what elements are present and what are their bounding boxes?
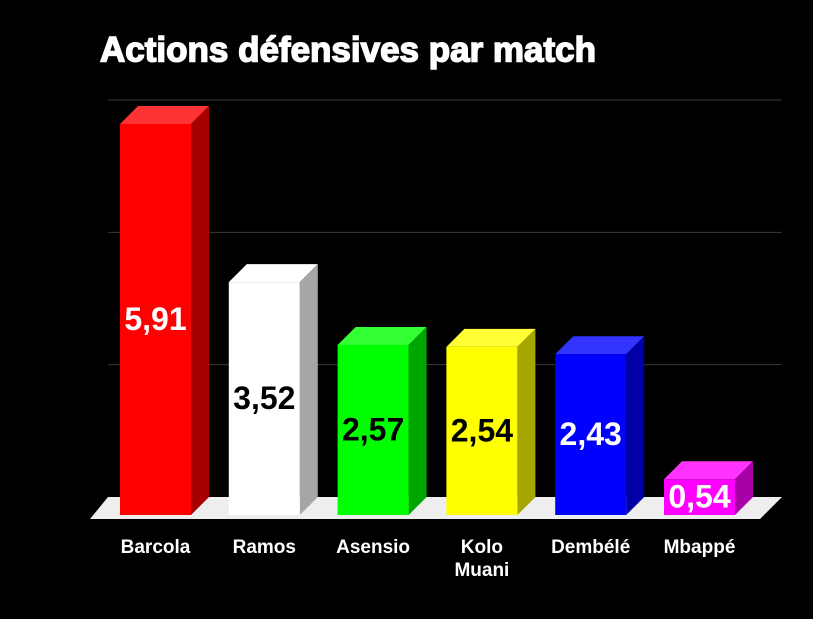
- bar: [446, 346, 518, 515]
- bar-top: [664, 461, 753, 480]
- bar: [337, 344, 409, 515]
- value-label: 2,54: [451, 412, 513, 448]
- value-label: 5,91: [124, 301, 186, 337]
- bar-top: [337, 326, 427, 345]
- bar: [120, 123, 191, 515]
- x-tick-label: Barcola: [120, 537, 191, 558]
- bar-top: [120, 105, 209, 124]
- bar: [228, 282, 300, 515]
- value-label: 3,52: [233, 380, 295, 416]
- x-tick-label: Asensio: [336, 537, 411, 558]
- x-tick-label: Ramos: [232, 537, 296, 558]
- x-tick-label: Kolo Muani: [454, 537, 510, 581]
- bar-side: [735, 461, 753, 515]
- value-label: 0,54: [668, 479, 730, 515]
- value-label: 2,57: [342, 411, 404, 447]
- bar-side: [626, 336, 645, 515]
- bar: [555, 354, 627, 515]
- bar-side: [299, 264, 318, 515]
- bar-top: [555, 336, 645, 355]
- bar-side: [517, 328, 536, 515]
- chart-title: Actions défensives par match: [100, 30, 596, 69]
- x-tick-label: Mbappé: [663, 537, 736, 558]
- bar-side: [191, 105, 209, 515]
- bar: [664, 479, 735, 515]
- value-label: 2,43: [560, 416, 622, 452]
- bar-side: [408, 326, 427, 515]
- bar-top: [228, 264, 318, 283]
- bar-top: [446, 328, 536, 347]
- x-tick-label: Dembélé: [551, 537, 631, 558]
